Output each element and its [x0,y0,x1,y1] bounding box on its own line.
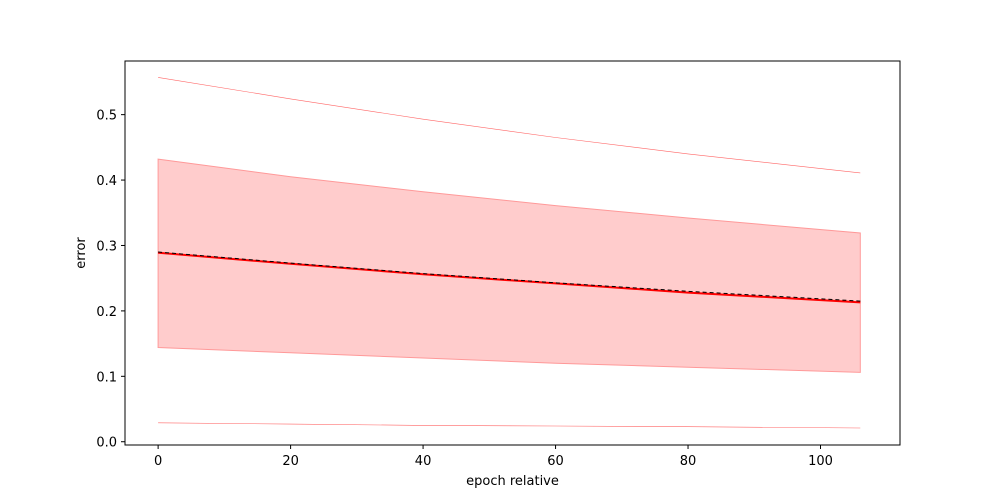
y-tick-label: 0.3 [96,239,117,254]
x-tick-label: 0 [154,454,162,469]
y-tick-label: 0.5 [96,109,117,124]
plot-frame [124,60,901,446]
y-tick-label: 0.2 [96,305,117,320]
series-line-median [158,251,861,302]
band-layer [157,158,861,373]
series-layer [158,77,861,429]
y-axis: 0.0 0.1 0.2 0.3 0.4 0.5 [96,109,125,451]
x-axis-label: epoch relative [466,474,559,489]
y-axis-label: error [74,237,89,269]
y-tick-label: 0.4 [96,174,117,189]
x-tick-label: 60 [547,454,564,469]
x-tick-label: 100 [808,454,833,469]
series-line-mean [158,251,861,304]
series-line-max [158,77,861,174]
series-line-min [158,422,861,429]
y-tick-label: 0.1 [96,370,117,385]
x-tick-label: 80 [680,454,697,469]
x-tick-label: 40 [415,454,432,469]
y-tick-label: 0.0 [96,436,117,451]
x-tick-label: 20 [282,454,299,469]
x-axis: 0 20 40 60 80 100 [154,445,833,469]
std-band [157,158,861,373]
